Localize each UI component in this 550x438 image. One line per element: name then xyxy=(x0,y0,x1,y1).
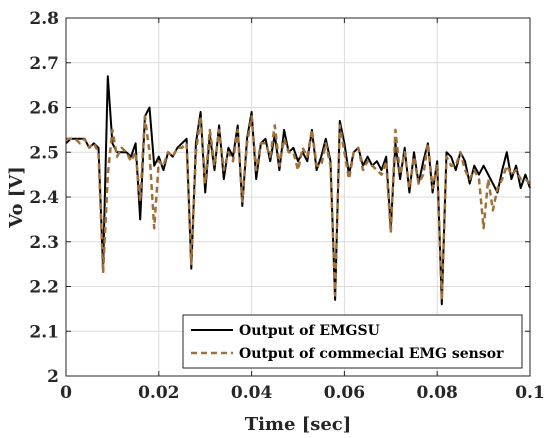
legend-label-commercial-sensor: Output of commecial EMG sensor xyxy=(239,346,504,362)
x-tick-labels: 0 0.02 0.04 0.06 0.08 0.1 xyxy=(60,383,545,403)
series-line-emgsu xyxy=(65,75,531,306)
y-axis-label: Vo [V] xyxy=(6,166,27,229)
y-tick-label: 2.5 xyxy=(29,143,59,163)
legend: Output of EMGSU Output of commecial EMG … xyxy=(182,314,523,369)
y-tick-label: 2.3 xyxy=(29,233,59,253)
x-tick-label: 0.04 xyxy=(231,383,273,403)
y-tick-labels: 2 2.1 2.2 2.3 2.4 2.5 2.6 2.7 2.8 xyxy=(29,9,59,387)
legend-label-emgsu: Output of EMGSU xyxy=(239,323,380,339)
y-tick-label: 2.6 xyxy=(29,99,59,119)
x-axis-label: Time [sec] xyxy=(245,414,352,435)
y-tick-label: 2.8 xyxy=(29,9,59,29)
x-tick-label: 0.06 xyxy=(324,383,365,403)
y-tick-label: 2.2 xyxy=(29,278,59,298)
x-tick-label: 0 xyxy=(60,383,72,403)
series-line-commercial-sensor xyxy=(66,115,531,302)
x-tick-label: 0.08 xyxy=(416,383,457,403)
legend-box xyxy=(182,314,523,369)
y-tick-label: 2.7 xyxy=(29,54,59,74)
x-tick-label: 0.02 xyxy=(138,383,179,403)
x-tick-label: 0.1 xyxy=(515,383,545,403)
y-tick-label: 2.4 xyxy=(29,188,59,208)
y-tick-label: 2 xyxy=(47,367,59,387)
y-tick-label: 2.1 xyxy=(29,322,59,342)
axis-ticks xyxy=(65,17,531,377)
series-lines xyxy=(65,75,531,306)
